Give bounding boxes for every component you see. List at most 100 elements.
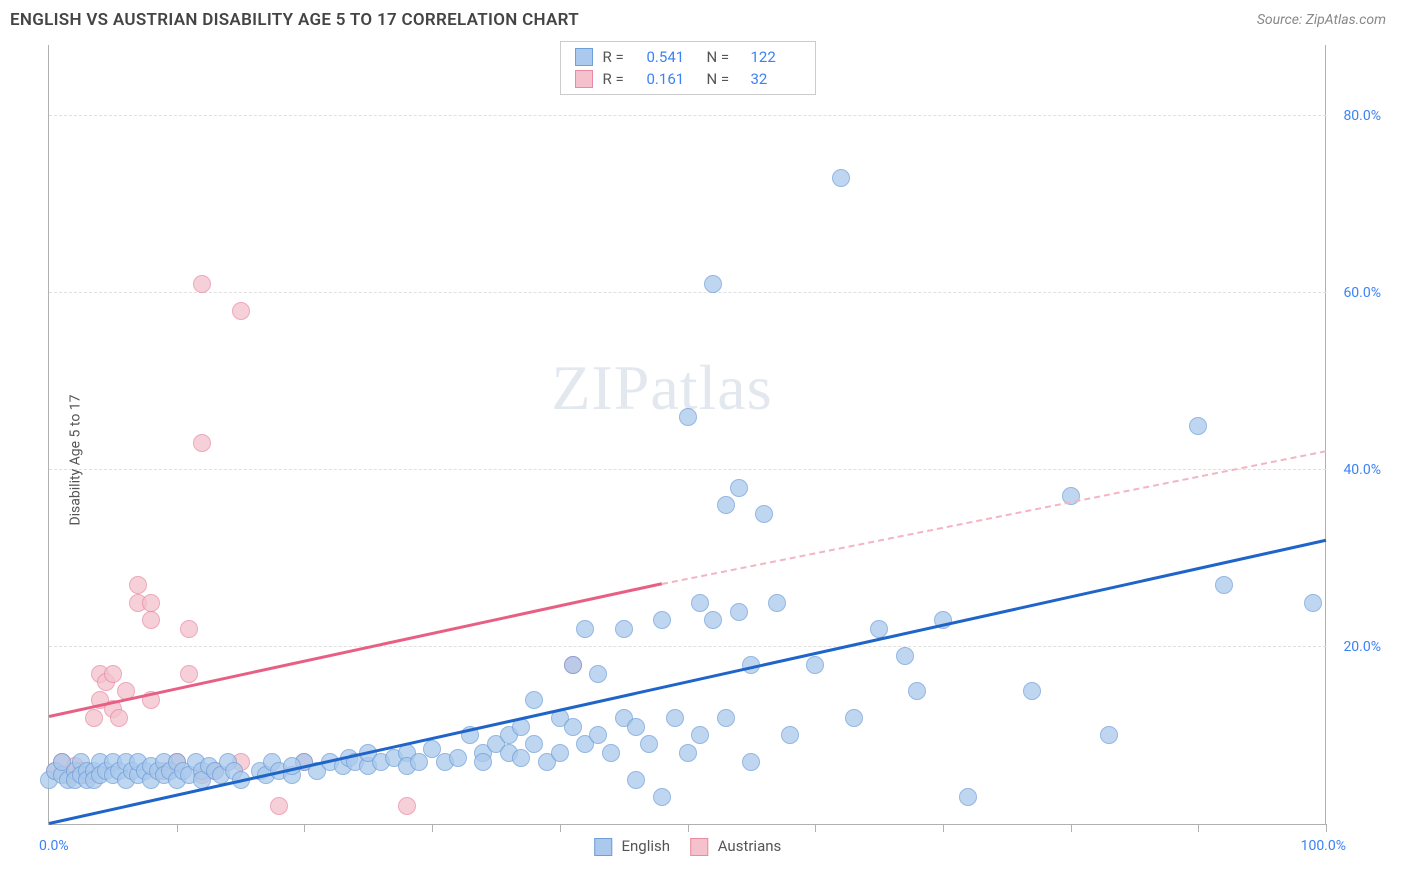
english-point	[602, 744, 620, 762]
legend-r-label: R =	[603, 48, 637, 66]
y-tick-label: 60.0%	[1343, 285, 1381, 301]
gridline	[49, 646, 1326, 647]
legend-item-english: English	[594, 837, 670, 856]
watermark: ZIPatlas	[551, 351, 772, 425]
english-point	[755, 505, 773, 523]
english-point	[1215, 576, 1233, 594]
legend-row-austrians: R = 0.161 N = 32	[575, 68, 801, 90]
legend-swatch-austrians	[575, 70, 593, 88]
legend-r-english: 0.541	[647, 48, 697, 66]
x-tick	[177, 824, 178, 832]
austrians-point	[129, 576, 147, 594]
english-point	[449, 749, 467, 767]
english-point	[564, 656, 582, 674]
y-tick-label: 80.0%	[1343, 108, 1381, 124]
y-tick-label: 40.0%	[1343, 462, 1381, 478]
austrians-point	[193, 434, 211, 452]
trendline	[49, 538, 1327, 824]
legend-swatch-austrians	[690, 838, 708, 856]
english-point	[1189, 417, 1207, 435]
x-max-label: 100.0%	[1301, 838, 1346, 854]
right-axis-line	[1325, 45, 1326, 824]
english-point	[679, 744, 697, 762]
english-point	[768, 594, 786, 612]
legend-swatch-english	[575, 48, 593, 66]
english-point	[627, 771, 645, 789]
english-point	[717, 709, 735, 727]
x-tick	[943, 824, 944, 832]
english-point	[781, 726, 799, 744]
legend-n-label: N =	[707, 48, 741, 66]
english-point	[564, 718, 582, 736]
legend-series: English Austrians	[594, 837, 782, 856]
austrians-point	[110, 709, 128, 727]
english-point	[1023, 682, 1041, 700]
gridline	[49, 469, 1326, 470]
austrians-point	[142, 611, 160, 629]
legend-r-label: R =	[603, 70, 637, 88]
x-min-label: 0.0%	[39, 838, 69, 854]
y-tick-label: 20.0%	[1343, 639, 1381, 655]
english-point	[704, 611, 722, 629]
english-point	[525, 735, 543, 753]
english-point	[551, 744, 569, 762]
english-point	[959, 788, 977, 806]
gridline	[49, 115, 1326, 116]
x-tick	[304, 824, 305, 832]
english-point	[896, 647, 914, 665]
english-point	[627, 718, 645, 736]
english-point	[730, 603, 748, 621]
x-tick	[432, 824, 433, 832]
english-point	[832, 169, 850, 187]
x-tick	[560, 824, 561, 832]
english-point	[845, 709, 863, 727]
english-point	[474, 753, 492, 771]
x-tick	[688, 824, 689, 832]
english-point	[1304, 594, 1322, 612]
x-tick	[1198, 824, 1199, 832]
chart-header: ENGLISH VS AUSTRIAN DISABILITY AGE 5 TO …	[0, 0, 1406, 35]
english-point	[691, 594, 709, 612]
chart-title: ENGLISH VS AUSTRIAN DISABILITY AGE 5 TO …	[10, 10, 579, 30]
legend-correlation: R = 0.541 N = 122 R = 0.161 N = 32	[560, 41, 816, 95]
english-point	[730, 479, 748, 497]
english-point	[679, 408, 697, 426]
english-point	[653, 788, 671, 806]
gridline	[49, 292, 1326, 293]
austrians-point	[142, 594, 160, 612]
legend-swatch-english	[594, 838, 612, 856]
english-point	[576, 620, 594, 638]
austrians-point	[232, 302, 250, 320]
english-point	[653, 611, 671, 629]
english-point	[589, 726, 607, 744]
english-point	[742, 753, 760, 771]
legend-item-austrians: Austrians	[690, 837, 781, 856]
legend-label-austrians: Austrians	[718, 837, 782, 855]
legend-n-english: 122	[751, 48, 801, 66]
austrians-point	[85, 709, 103, 727]
austrians-point	[180, 665, 198, 683]
english-point	[666, 709, 684, 727]
english-point	[691, 726, 709, 744]
english-point	[704, 275, 722, 293]
english-point	[589, 665, 607, 683]
x-tick	[815, 824, 816, 832]
english-point	[908, 682, 926, 700]
austrians-point	[398, 797, 416, 815]
chart-area: Disability Age 5 to 17 ZIPatlas R = 0.54…	[0, 35, 1406, 885]
english-point	[640, 735, 658, 753]
legend-r-austrians: 0.161	[647, 70, 697, 88]
chart-source: Source: ZipAtlas.com	[1257, 12, 1386, 28]
legend-row-english: R = 0.541 N = 122	[575, 46, 801, 68]
austrians-point	[104, 665, 122, 683]
austrians-point	[180, 620, 198, 638]
plot-area: ZIPatlas R = 0.541 N = 122 R = 0.161 N =…	[48, 45, 1326, 825]
x-tick	[1071, 824, 1072, 832]
english-point	[1100, 726, 1118, 744]
english-point	[806, 656, 824, 674]
legend-n-austrians: 32	[751, 70, 801, 88]
legend-n-label: N =	[707, 70, 741, 88]
austrians-point	[270, 797, 288, 815]
english-point	[717, 496, 735, 514]
english-point	[615, 620, 633, 638]
